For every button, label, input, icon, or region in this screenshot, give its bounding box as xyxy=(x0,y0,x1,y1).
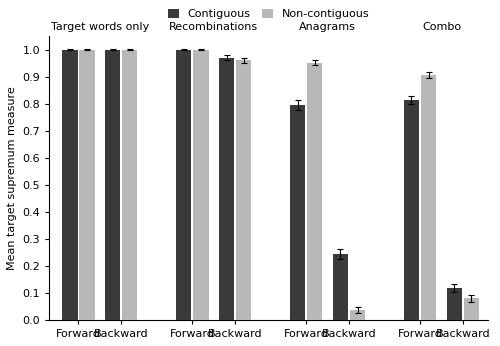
Bar xyxy=(404,100,419,320)
Bar xyxy=(176,49,192,320)
Text: Target words only: Target words only xyxy=(50,22,149,32)
Bar xyxy=(62,49,78,320)
Legend: Contiguous, Non-contiguous: Contiguous, Non-contiguous xyxy=(163,4,374,24)
Text: Recombinations: Recombinations xyxy=(169,22,258,32)
Bar xyxy=(290,105,306,320)
Text: Combo: Combo xyxy=(422,22,461,32)
Bar xyxy=(193,49,208,320)
Bar xyxy=(446,288,462,320)
Bar xyxy=(79,49,94,320)
Bar xyxy=(219,58,234,320)
Bar xyxy=(350,310,365,320)
Bar xyxy=(307,63,322,320)
Bar xyxy=(464,298,479,320)
Text: Anagrams: Anagrams xyxy=(299,22,356,32)
Bar xyxy=(105,49,120,320)
Bar xyxy=(236,60,252,320)
Y-axis label: Mean target supremum measure: Mean target supremum measure xyxy=(7,86,17,270)
Bar xyxy=(421,75,436,320)
Bar xyxy=(332,254,348,320)
Bar xyxy=(122,49,138,320)
